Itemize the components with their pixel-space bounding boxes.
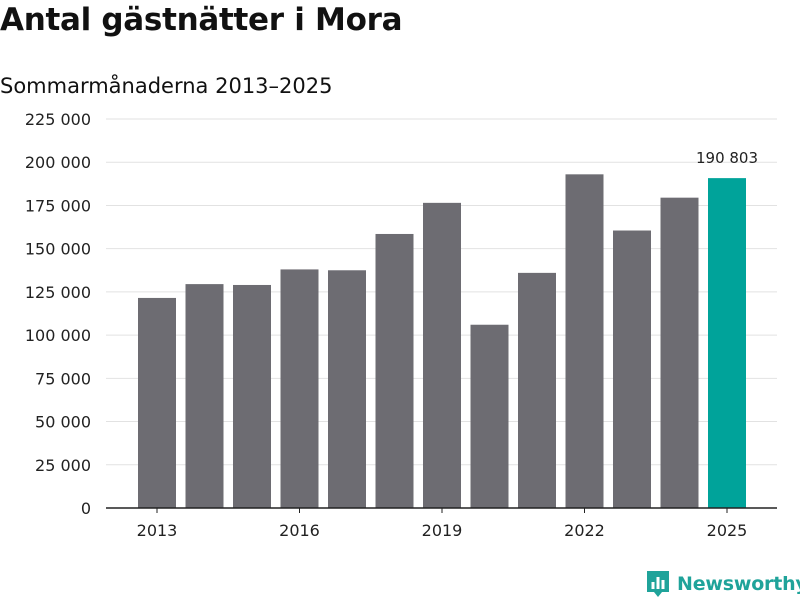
bar-2017 xyxy=(328,270,366,508)
newsworthy-logo: Newsworthy xyxy=(645,569,800,599)
x-tick-label: 2022 xyxy=(564,521,605,540)
y-tick-label: 200 000 xyxy=(25,153,91,172)
bar-2020 xyxy=(470,324,509,508)
newsworthy-icon xyxy=(647,571,669,597)
x-tick-label: 2019 xyxy=(422,521,463,540)
bar-2022 xyxy=(565,174,604,508)
bars xyxy=(138,174,746,509)
x-tick-label: 2016 xyxy=(279,521,320,540)
y-tick-label: 100 000 xyxy=(25,326,91,345)
bar-2013 xyxy=(138,297,176,508)
chart-subtitle: Sommarmånaderna 2013–2025 xyxy=(0,74,333,98)
x-tick-label: 2025 xyxy=(707,521,748,540)
chart-title: Antal gästnätter i Mora xyxy=(0,2,403,38)
bar-2021 xyxy=(518,272,556,508)
bar-2024 xyxy=(660,197,699,509)
bar-2018 xyxy=(375,233,414,508)
y-tick-label: 175 000 xyxy=(25,196,91,215)
y-tick-label: 125 000 xyxy=(25,283,91,302)
y-tick-label: 50 000 xyxy=(35,413,91,432)
data-labels: 190 803 xyxy=(696,149,758,167)
bar-2016 xyxy=(280,269,319,508)
y-axis-tick-labels: 0 25 000 50 000 75 000 100 000 125 000 150 000… xyxy=(25,110,91,518)
y-tick-label: 25 000 xyxy=(35,456,91,475)
data-label: 190 803 xyxy=(696,149,758,167)
x-axis: 2013 2016 2019 2022 2025 xyxy=(106,507,777,540)
x-tick-label: 2013 xyxy=(137,521,178,540)
bar-2014 xyxy=(185,284,224,508)
y-tick-label: 225 000 xyxy=(25,110,91,129)
y-tick-label: 0 xyxy=(81,499,91,518)
y-tick-label: 150 000 xyxy=(25,240,91,259)
y-tick-label: 75 000 xyxy=(35,369,91,388)
bar-2025 xyxy=(708,178,746,509)
brand-name: Newsworthy xyxy=(677,573,800,595)
bar-2019 xyxy=(423,202,461,508)
bar-2015 xyxy=(233,284,271,508)
bar-2023 xyxy=(613,230,651,508)
